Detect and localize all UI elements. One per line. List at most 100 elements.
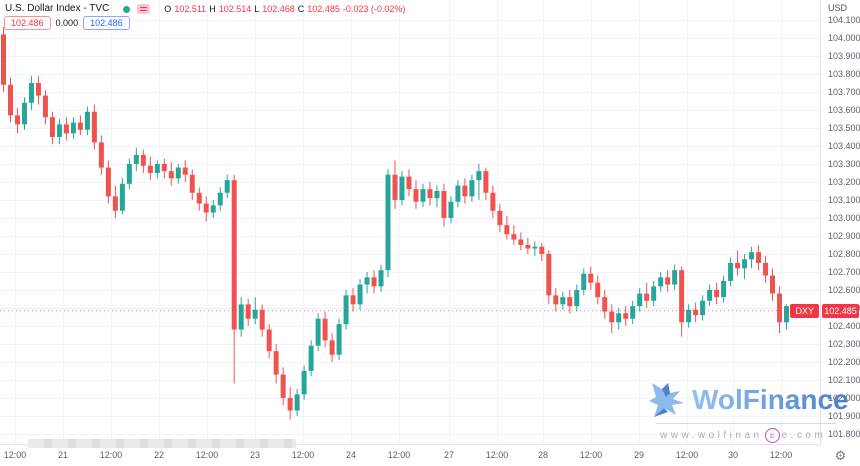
watermark-divider	[656, 423, 836, 424]
candle-body	[147, 165, 153, 173]
candle-body	[224, 180, 230, 193]
circled-c-icon: c	[764, 428, 780, 443]
candle-body	[21, 102, 27, 125]
candle-body	[532, 246, 538, 249]
candle-body	[70, 122, 76, 134]
candle-body	[406, 176, 412, 190]
candle-body	[392, 174, 398, 200]
candle-body	[651, 286, 657, 301]
candle-body	[420, 189, 426, 202]
price-tick-label: 103.000	[828, 213, 860, 224]
candle-body	[644, 293, 650, 301]
candle-body	[210, 205, 216, 213]
candle-body	[539, 246, 545, 254]
candle-body	[175, 167, 181, 179]
candle-body	[1, 34, 6, 85]
price-tick-label: 104.100	[828, 15, 860, 26]
time-tick-label: 30	[727, 450, 739, 460]
candle-body	[245, 304, 251, 319]
candle-body	[84, 111, 90, 130]
quote-badges: 102.486 0.000 102.486	[4, 16, 130, 30]
candle-body	[553, 295, 559, 305]
candle-body	[315, 318, 321, 346]
candle-body	[357, 284, 363, 305]
currency-label[interactable]: USD	[828, 3, 848, 13]
candle-body	[364, 277, 370, 285]
price-tick-label: 102.100	[828, 375, 860, 386]
candle-body	[777, 293, 783, 323]
candle-body	[497, 210, 503, 226]
candle-body	[77, 122, 83, 130]
candle-body	[308, 345, 314, 371]
time-tick-label: 12:00	[387, 450, 411, 460]
high-label: H	[209, 4, 216, 14]
candle-body	[168, 171, 174, 179]
low-label: L	[254, 4, 260, 14]
candle-body	[441, 190, 447, 218]
chart-plot-area[interactable]: U.S. Dollar Index - TVC O 102.511 H 102.51…	[0, 0, 849, 445]
candle-body	[196, 192, 202, 204]
candle-body	[161, 163, 167, 172]
candle-body	[56, 124, 62, 137]
watermark-brand: WolFinance	[692, 384, 849, 415]
ohlc-readout: O 102.511 H 102.514 L 102.468 C 102.485 -0.0…	[164, 3, 405, 15]
time-tick-label: 28	[537, 450, 549, 460]
price-tick-label: 104.000	[828, 33, 860, 44]
watermark: WolFinance www.wolfinan c e.com	[646, 379, 849, 443]
price-tick-label: 103.100	[828, 195, 860, 206]
candle-body	[14, 115, 20, 125]
candle-body	[231, 180, 237, 330]
candle-body	[623, 313, 629, 319]
candle-body	[434, 190, 440, 199]
candle-body	[686, 309, 692, 323]
price-axis[interactable]: USD 102.485 104.100 104.000 103.900 103.800…	[821, 0, 860, 444]
open-value: 102.511	[174, 4, 207, 14]
candle-body	[126, 163, 132, 184]
symbol-title[interactable]: U.S. Dollar Index - TVC	[5, 3, 110, 14]
candle-body	[462, 185, 468, 197]
time-tick-label: 12:00	[3, 450, 27, 460]
time-tick-label: 12:00	[195, 450, 219, 460]
candle-body	[399, 176, 405, 200]
current-price-label: 102.485	[822, 303, 859, 318]
candle-body	[560, 297, 566, 305]
price-tick-label: 102.400	[828, 321, 860, 332]
candle-body	[721, 280, 727, 298]
candle-body	[581, 273, 587, 290]
candle-body	[672, 270, 678, 285]
candle-body	[273, 351, 279, 375]
candle-body	[588, 273, 594, 283]
time-axis[interactable]: 12:00 21 12:00 22 12:00 23 12:00 24 12:00 27 12:00…	[0, 445, 820, 466]
candle-body	[609, 311, 615, 323]
candle-body	[378, 270, 384, 287]
time-tick-label: 12:00	[675, 450, 699, 460]
candle-body	[483, 171, 489, 193]
candle-body	[385, 174, 391, 271]
price-tick-label: 102.600	[828, 285, 860, 296]
candle-body	[266, 329, 272, 352]
candle-body	[203, 203, 209, 213]
market-status-dot-icon[interactable]	[123, 5, 131, 13]
ask-badge[interactable]: 102.486	[83, 16, 130, 30]
gridlines	[0, 0, 820, 444]
candle-body	[749, 252, 755, 260]
candlestick-chart[interactable]	[0, 0, 820, 444]
legend-menu-icon[interactable]	[137, 4, 151, 14]
candle-body	[490, 192, 496, 211]
candle-body	[189, 174, 195, 193]
candle-body	[63, 124, 69, 134]
candle-body	[301, 370, 307, 395]
bid-badge[interactable]: 102.486	[4, 16, 51, 30]
price-tick-label: 102.800	[828, 249, 860, 260]
time-tick-label: 12:00	[579, 450, 603, 460]
candle-body	[784, 306, 790, 323]
price-tick-label: 103.300	[828, 159, 860, 170]
url-suffix: e.com	[781, 430, 827, 441]
gear-icon[interactable]: ⚙	[834, 448, 847, 463]
candle-body	[28, 82, 34, 103]
candle-body	[637, 293, 643, 307]
candle-body	[518, 239, 524, 245]
price-tick-label: 101.800	[828, 429, 860, 440]
candle-body	[49, 117, 55, 137]
candle-body	[350, 295, 356, 305]
